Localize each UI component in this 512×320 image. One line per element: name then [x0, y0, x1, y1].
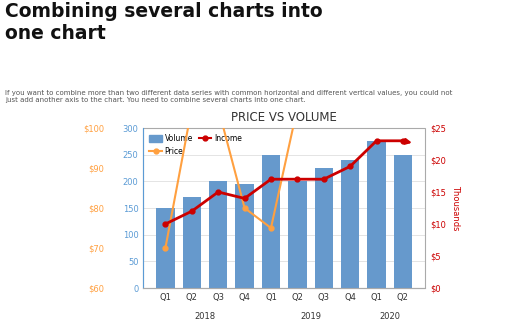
Bar [341, 160, 359, 288]
Text: 2018: 2018 [195, 312, 216, 320]
Text: 2019: 2019 [300, 312, 321, 320]
Bar [209, 181, 227, 288]
Text: If you want to combine more than two different data series with common horizonta: If you want to combine more than two dif… [5, 90, 453, 103]
Title: PRICE VS VOLUME: PRICE VS VOLUME [231, 111, 337, 124]
Bar [394, 155, 412, 288]
Bar [314, 168, 333, 288]
Text: 2020: 2020 [379, 312, 400, 320]
Y-axis label: Thousands: Thousands [451, 185, 460, 231]
Bar [236, 184, 254, 288]
Bar [156, 208, 175, 288]
Bar [288, 181, 307, 288]
Bar [367, 141, 386, 288]
Text: Combining several charts into
one chart: Combining several charts into one chart [5, 2, 323, 43]
Legend: Volume, Price, Income: Volume, Price, Income [147, 132, 245, 158]
Bar [183, 197, 201, 288]
Bar [143, 128, 425, 288]
Bar [262, 155, 280, 288]
